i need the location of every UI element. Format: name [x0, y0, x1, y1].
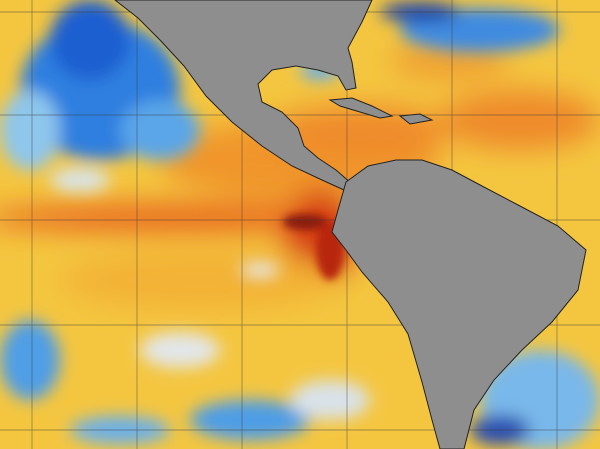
hispaniola [398, 113, 434, 125]
cuba [328, 97, 394, 119]
land [114, 0, 587, 449]
south-america [331, 159, 587, 449]
north-america [114, 0, 373, 191]
